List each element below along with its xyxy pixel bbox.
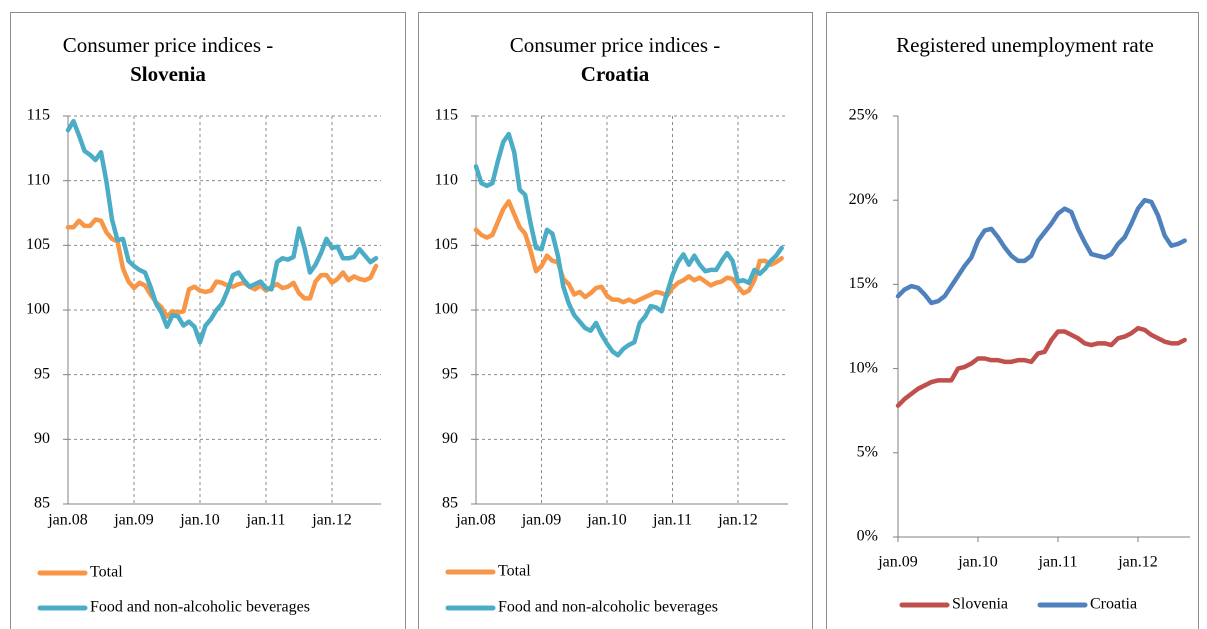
series-line — [65, 118, 379, 345]
y-tick-label: 100 — [26, 301, 50, 318]
y-tick-label: 0% — [857, 528, 878, 545]
series-line — [65, 217, 379, 319]
x-tick-label: jan.10 — [179, 512, 220, 529]
y-tick-label: 5% — [857, 443, 878, 460]
x-tick-label: jan.09 — [521, 512, 562, 529]
x-tick-label: jan.08 — [47, 512, 88, 529]
y-tick-label: 10% — [849, 359, 878, 376]
y-tick-label: 95 — [34, 365, 50, 382]
chart-title: Consumer price indices - — [509, 33, 721, 57]
y-tick-label: 95 — [442, 365, 458, 382]
panel — [418, 12, 813, 629]
y-tick-label: 110 — [27, 171, 50, 188]
legend-label: Slovenia — [952, 596, 1008, 613]
y-tick-label: 85 — [34, 495, 50, 512]
y-tick-label: 25% — [849, 107, 878, 124]
x-tick-label: jan.11 — [246, 512, 286, 529]
chart-title: Registered unemployment rate — [896, 33, 1154, 57]
x-tick-label: jan.10 — [586, 512, 627, 529]
y-tick-label: 115 — [435, 107, 458, 124]
chart-subtitle: Croatia — [580, 62, 650, 86]
x-tick-label: jan.11 — [1038, 554, 1078, 571]
y-tick-label: 115 — [27, 107, 50, 124]
x-tick-label: jan.08 — [455, 512, 496, 529]
series-line — [473, 199, 784, 305]
legend-label: Food and non-alcoholic beverages — [90, 599, 310, 616]
x-tick-label: jan.12 — [1117, 554, 1158, 571]
legend-label: Total — [498, 563, 531, 580]
chart-subtitle: Slovenia — [130, 62, 206, 86]
x-tick-label: jan.11 — [652, 512, 692, 529]
panel — [10, 12, 406, 629]
y-tick-label: 100 — [434, 301, 458, 318]
y-tick-label: 110 — [435, 171, 458, 188]
x-tick-label: jan.12 — [717, 512, 758, 529]
y-tick-label: 85 — [442, 495, 458, 512]
x-tick-label: jan.12 — [311, 512, 352, 529]
y-tick-label: 20% — [849, 191, 878, 208]
y-tick-label: 90 — [442, 430, 458, 447]
y-tick-label: 90 — [34, 430, 50, 447]
legend-label: Croatia — [1090, 596, 1137, 613]
chart-title: Consumer price indices - — [62, 33, 274, 57]
series-line — [895, 325, 1187, 408]
legend-label: Total — [90, 564, 123, 581]
series-line — [473, 131, 784, 358]
y-tick-label: 15% — [849, 275, 878, 292]
legend-label: Food and non-alcoholic beverages — [498, 599, 718, 616]
x-tick-label: jan.10 — [957, 554, 998, 571]
panel — [826, 12, 1199, 629]
series-line — [895, 197, 1187, 306]
y-tick-label: 105 — [434, 236, 458, 253]
x-tick-label: jan.09 — [113, 512, 154, 529]
y-tick-label: 105 — [26, 236, 50, 253]
x-tick-label: jan.09 — [877, 554, 918, 571]
